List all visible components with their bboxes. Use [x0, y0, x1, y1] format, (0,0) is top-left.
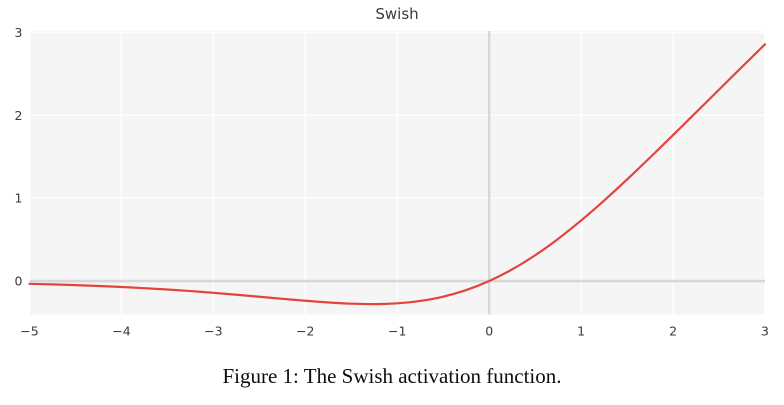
- x-axis-tick-label: −5: [20, 324, 38, 339]
- x-axis-tick-label: −2: [296, 324, 314, 339]
- chart-title: Swish: [375, 5, 419, 23]
- x-axis-tick-label: 2: [669, 324, 677, 339]
- y-axis-tick-label: 1: [15, 191, 23, 206]
- swish-line-chart: −5 −4 −3 −2 −1 0 1 2 3 0 1 2 3: [15, 25, 769, 339]
- x-axis-tick-label: −1: [388, 324, 406, 339]
- figure-caption: Figure 1: The Swish activation function.: [222, 364, 562, 388]
- y-axis-tick-label: 2: [15, 108, 23, 123]
- swish-curve: [28, 43, 767, 306]
- x-axis-tick-label: 3: [761, 324, 769, 339]
- y-axis-tick-label: 0: [15, 274, 23, 289]
- x-axis-tick-label: −4: [112, 324, 130, 339]
- x-axis-tick-label: 0: [485, 324, 493, 339]
- x-axis-tick-label: −3: [204, 324, 222, 339]
- y-axis-tick-label: 3: [15, 25, 23, 40]
- x-axis-tick-label: 1: [577, 324, 585, 339]
